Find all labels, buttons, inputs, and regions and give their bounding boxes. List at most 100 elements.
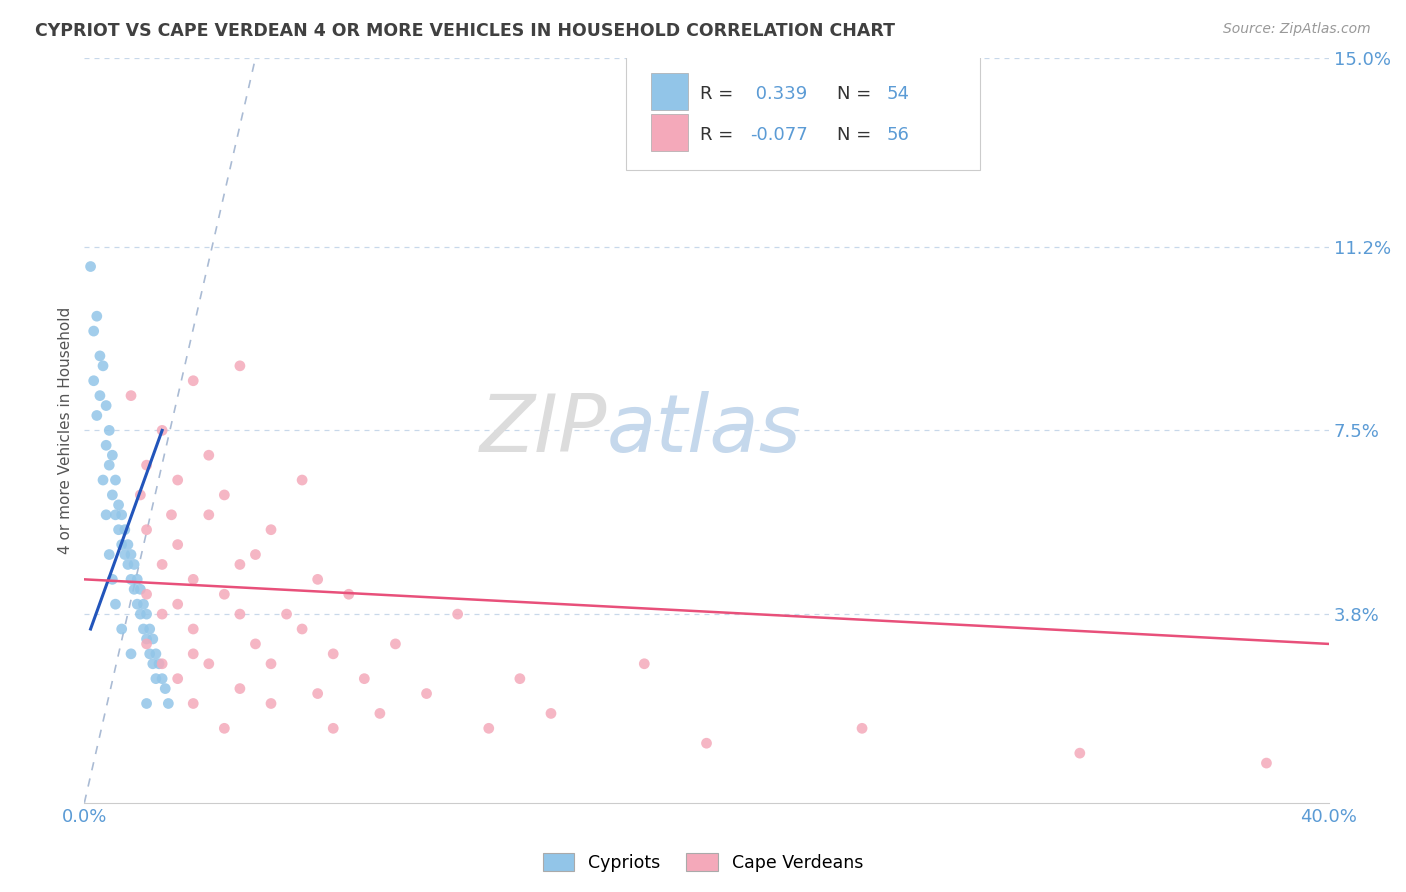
Point	[114, 548, 136, 562]
Text: Source: ZipAtlas.com: Source: ZipAtlas.com	[1223, 22, 1371, 37]
Point	[633, 657, 655, 671]
Point	[122, 558, 145, 572]
Point	[229, 607, 252, 621]
Point	[86, 409, 108, 423]
FancyBboxPatch shape	[651, 73, 688, 110]
Point	[94, 508, 117, 522]
Point	[145, 647, 167, 661]
Point	[478, 721, 501, 735]
Y-axis label: 4 or more Vehicles in Household: 4 or more Vehicles in Household	[58, 307, 73, 554]
Point	[104, 473, 127, 487]
Point	[276, 607, 298, 621]
Point	[166, 597, 188, 611]
Point	[122, 582, 145, 597]
Point	[166, 672, 188, 686]
Point	[138, 647, 160, 661]
Point	[181, 374, 204, 388]
Point	[322, 721, 344, 735]
Point	[117, 558, 139, 572]
Point	[166, 538, 188, 552]
Point	[157, 697, 180, 711]
Point	[135, 637, 157, 651]
Point	[245, 637, 267, 651]
Point	[229, 681, 252, 696]
Point	[291, 622, 314, 636]
Point	[160, 508, 183, 522]
Text: CYPRIOT VS CAPE VERDEAN 4 OR MORE VEHICLES IN HOUSEHOLD CORRELATION CHART: CYPRIOT VS CAPE VERDEAN 4 OR MORE VEHICL…	[35, 22, 896, 40]
Point	[368, 706, 391, 721]
Point	[101, 448, 124, 462]
Point	[181, 647, 204, 661]
Point	[129, 488, 152, 502]
Point	[94, 399, 117, 413]
Point	[107, 523, 129, 537]
Point	[91, 473, 114, 487]
Text: R =: R =	[700, 85, 740, 103]
Point	[197, 508, 221, 522]
Point	[135, 587, 157, 601]
Point	[135, 523, 157, 537]
FancyBboxPatch shape	[651, 114, 688, 151]
Point	[129, 607, 152, 621]
Point	[132, 622, 155, 636]
Point	[150, 657, 173, 671]
Point	[120, 548, 142, 562]
Point	[145, 672, 167, 686]
Point	[104, 597, 127, 611]
Point	[150, 672, 173, 686]
Point	[181, 573, 204, 587]
Point	[86, 309, 108, 323]
Point	[447, 607, 470, 621]
Text: 54: 54	[887, 85, 910, 103]
Point	[322, 647, 344, 661]
Point	[229, 558, 252, 572]
Point	[696, 736, 718, 750]
Point	[197, 448, 221, 462]
Text: R =: R =	[700, 126, 740, 144]
Point	[353, 672, 375, 686]
Point	[150, 607, 173, 621]
Point	[83, 324, 105, 338]
Point	[1069, 746, 1091, 760]
Point	[127, 573, 149, 587]
Point	[150, 558, 173, 572]
Point	[98, 548, 121, 562]
Text: atlas: atlas	[607, 392, 801, 469]
Point	[307, 687, 329, 701]
FancyBboxPatch shape	[626, 54, 980, 169]
Text: 0.339: 0.339	[749, 85, 807, 103]
Point	[260, 523, 283, 537]
Point	[214, 488, 236, 502]
Text: ZIP: ZIP	[479, 392, 607, 469]
Point	[135, 458, 157, 472]
Point	[101, 488, 124, 502]
Point	[111, 622, 134, 636]
Point	[104, 508, 127, 522]
Point	[107, 498, 129, 512]
Legend: Cypriots, Cape Verdeans: Cypriots, Cape Verdeans	[536, 847, 870, 879]
Text: -0.077: -0.077	[749, 126, 808, 144]
Point	[127, 597, 149, 611]
Point	[142, 632, 165, 646]
Point	[148, 657, 170, 671]
Point	[117, 538, 139, 552]
Point	[114, 523, 136, 537]
Point	[291, 473, 314, 487]
Text: 56: 56	[887, 126, 910, 144]
Point	[181, 697, 204, 711]
Point	[83, 374, 105, 388]
Point	[142, 657, 165, 671]
Point	[129, 582, 152, 597]
Point	[89, 349, 111, 363]
Point	[138, 622, 160, 636]
Point	[197, 657, 221, 671]
Point	[101, 573, 124, 587]
Point	[111, 508, 134, 522]
Point	[540, 706, 562, 721]
Point	[94, 438, 117, 452]
Point	[307, 573, 329, 587]
Point	[120, 573, 142, 587]
Point	[155, 681, 177, 696]
Point	[214, 721, 236, 735]
Point	[135, 697, 157, 711]
